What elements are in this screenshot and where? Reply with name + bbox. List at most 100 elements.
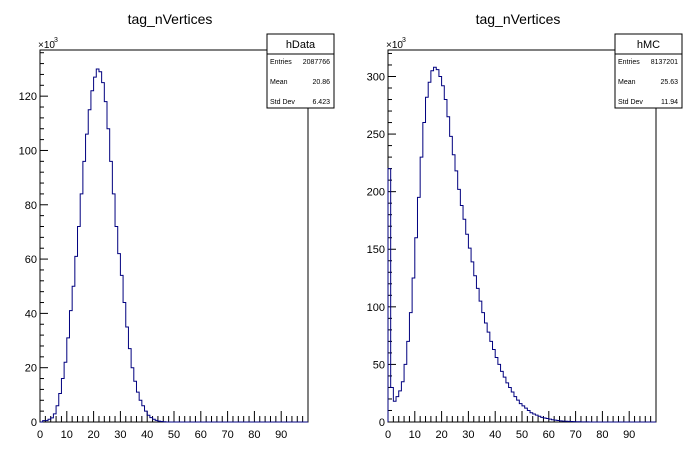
left-x-tick-label: 70 bbox=[221, 429, 233, 441]
left-histogram-bin bbox=[104, 102, 107, 422]
right-histogram-bin bbox=[493, 349, 496, 422]
right-y-tick-label: 100 bbox=[367, 302, 385, 314]
right-histogram-bin bbox=[439, 76, 442, 422]
right-stats-box: hMC Entries 8137201 Mean 25.63 Std Dev 1… bbox=[614, 33, 683, 109]
left-y-tick-label: 40 bbox=[25, 308, 37, 320]
right-stats-entries-label: Entries bbox=[618, 59, 640, 66]
right-stats-stddev-value: 11.94 bbox=[661, 99, 678, 106]
right-histogram-bin bbox=[476, 288, 479, 422]
right-histogram-bin bbox=[436, 70, 439, 422]
left-y-tick-label: 80 bbox=[25, 200, 37, 212]
left-histogram-bin bbox=[115, 226, 118, 422]
right-x-tick-label: 70 bbox=[569, 429, 581, 441]
right-y-tick-label: 300 bbox=[367, 71, 385, 83]
left-y-multiplier: ×10 bbox=[38, 40, 55, 51]
right-histogram-bin bbox=[444, 100, 447, 422]
left-histogram-bin bbox=[99, 72, 102, 422]
right-histogram-bin bbox=[498, 364, 501, 422]
right-histogram-bin bbox=[460, 205, 463, 422]
right-x-tick-label: 30 bbox=[462, 429, 474, 441]
right-y-axis: 0 50 100 150 200 250 300 bbox=[367, 52, 396, 429]
left-stats-entries-value: 2087766 bbox=[303, 59, 330, 66]
right-y-tick-label: 0 bbox=[379, 417, 385, 429]
right-histogram-bin bbox=[428, 82, 431, 422]
right-stats-mean-value: 25.63 bbox=[660, 79, 678, 86]
right-histogram-bin bbox=[482, 313, 485, 422]
right-histogram-bin bbox=[509, 387, 512, 422]
left-y-tick-label: 20 bbox=[25, 363, 37, 375]
left-histogram-bin bbox=[86, 134, 89, 422]
left-x-tick-label: 0 bbox=[37, 429, 43, 441]
left-y-axis: 0 20 40 60 80 100 120 bbox=[19, 52, 48, 429]
right-y-exponent: 3 bbox=[402, 37, 406, 44]
right-stats-mean-label: Mean bbox=[618, 79, 636, 86]
left-histogram-bin bbox=[91, 91, 94, 422]
left-x-axis: 0 10 20 30 40 50 60 70 80 90 bbox=[37, 411, 309, 441]
right-histogram-bin bbox=[447, 117, 450, 422]
right-histogram-bin bbox=[487, 332, 490, 422]
right-histogram-bin bbox=[423, 123, 426, 422]
left-x-tick-label: 90 bbox=[275, 429, 287, 441]
left-x-tick-label: 80 bbox=[248, 429, 260, 441]
right-histogram-bin bbox=[458, 189, 461, 422]
right-histogram-outline bbox=[387, 66, 656, 423]
right-stats-stddev-label: Std Dev bbox=[618, 99, 643, 106]
left-histogram-bin bbox=[83, 161, 86, 422]
left-histogram-bin bbox=[112, 194, 115, 422]
right-histogram-bin bbox=[442, 86, 445, 422]
left-histogram-bin bbox=[102, 83, 105, 422]
left-x-tick-label: 30 bbox=[114, 429, 126, 441]
left-histogram-outline bbox=[40, 68, 308, 423]
right-x-tick-label: 10 bbox=[409, 429, 421, 441]
left-x-tick-label: 10 bbox=[61, 429, 73, 441]
right-histogram-bin bbox=[506, 383, 509, 422]
right-histogram-bin bbox=[463, 219, 466, 422]
left-x-tick-label: 60 bbox=[195, 429, 207, 441]
right-y-tick-label: 50 bbox=[373, 359, 385, 371]
right-y-tick-label: 200 bbox=[367, 187, 385, 199]
right-histogram-bin bbox=[495, 358, 498, 422]
left-stats-box: hData Entries 2087766 Mean 20.86 Std Dev… bbox=[266, 33, 335, 109]
right-y-tick-label: 250 bbox=[367, 129, 385, 141]
right-histogram-bin bbox=[466, 234, 469, 422]
right-stats-frame bbox=[614, 33, 683, 109]
right-y-multiplier: ×10 bbox=[386, 40, 403, 51]
right-histogram-bin bbox=[468, 248, 471, 422]
right-histogram-bin bbox=[431, 71, 434, 422]
left-y-tick-label: 0 bbox=[31, 417, 37, 429]
left-stats-name: hData bbox=[286, 39, 316, 51]
right-histogram-bin bbox=[471, 262, 474, 422]
right-x-axis: 0 10 20 30 40 50 60 70 80 90 bbox=[385, 411, 657, 441]
left-x-tick-label: 50 bbox=[168, 429, 180, 441]
right-x-tick-label: 50 bbox=[516, 429, 528, 441]
left-stats-entries-label: Entries bbox=[270, 59, 292, 66]
right-histogram-bin bbox=[426, 97, 429, 422]
right-plot-title: tag_nVertices bbox=[476, 11, 561, 27]
right-histogram-bin bbox=[455, 171, 458, 422]
right-x-tick-label: 60 bbox=[543, 429, 555, 441]
right-stats-name: hMC bbox=[637, 39, 660, 51]
left-histogram-pad: tag_nVertices ×10 3 0 20 40 60 80 100 120 0 10 2… bbox=[19, 11, 335, 441]
left-y-exponent: 3 bbox=[54, 37, 58, 44]
left-y-tick-label: 120 bbox=[19, 91, 37, 103]
left-histogram-bin bbox=[80, 194, 83, 422]
right-histogram-bin bbox=[393, 401, 396, 422]
left-histogram-bin bbox=[96, 69, 99, 422]
left-histogram-bin bbox=[107, 129, 110, 422]
right-histogram-bin bbox=[450, 136, 453, 422]
right-x-tick-label: 40 bbox=[489, 429, 501, 441]
left-plot-title: tag_nVertices bbox=[128, 11, 213, 27]
right-x-tick-label: 80 bbox=[596, 429, 608, 441]
right-histogram-bin bbox=[503, 377, 506, 422]
left-stats-stddev-value: 6.423 bbox=[312, 99, 330, 106]
left-histogram-bin bbox=[110, 161, 113, 422]
right-histogram-bin bbox=[501, 371, 504, 422]
right-histogram-bin bbox=[474, 276, 477, 422]
left-histogram-bin bbox=[88, 110, 91, 422]
right-histogram-bin bbox=[479, 301, 482, 422]
right-x-tick-label: 20 bbox=[435, 429, 447, 441]
right-histogram-bin bbox=[484, 323, 487, 422]
